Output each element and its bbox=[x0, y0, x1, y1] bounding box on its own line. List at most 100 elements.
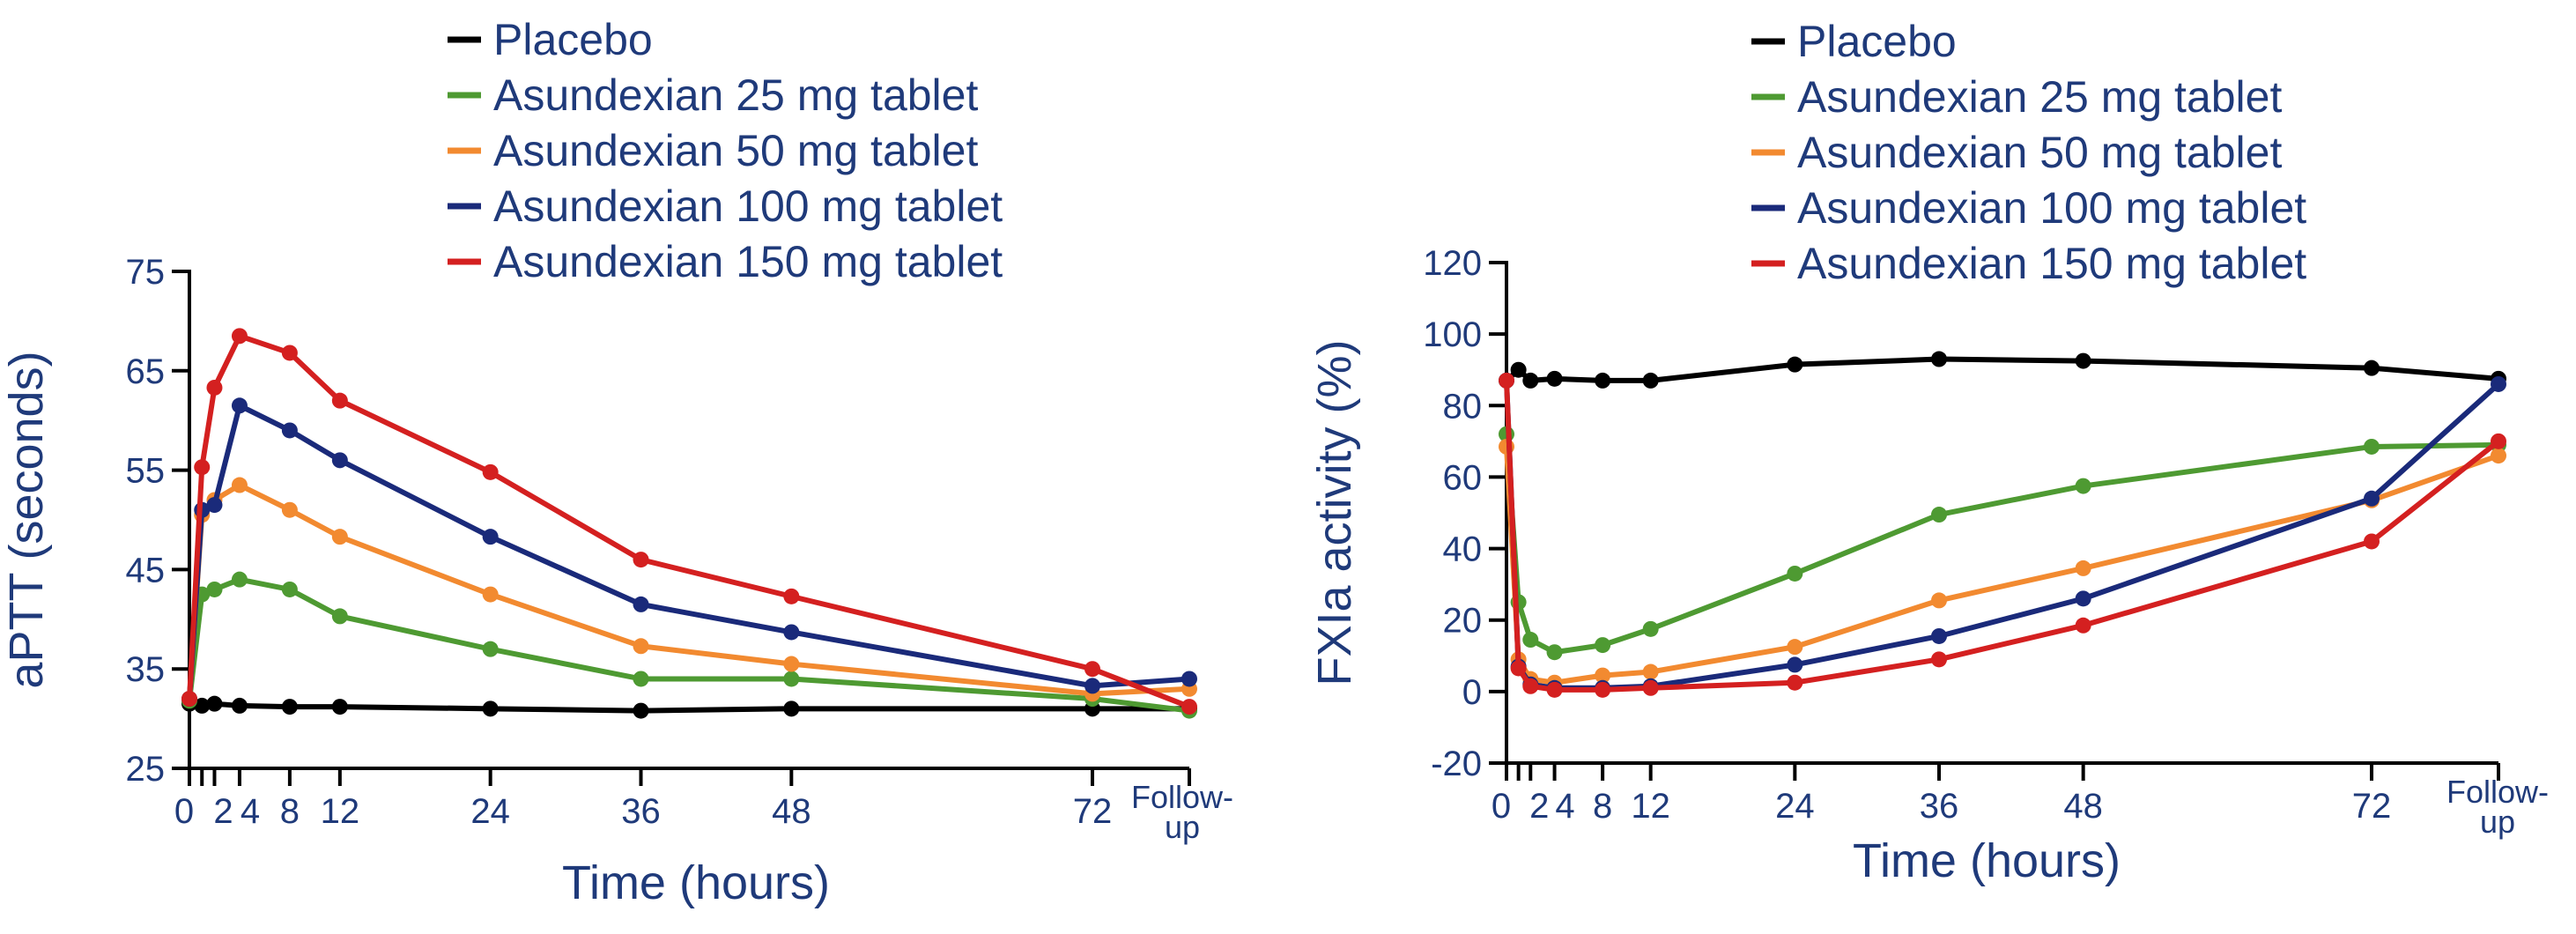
y-axis-title: FXIa activity (%) bbox=[1308, 339, 1361, 686]
data-point bbox=[783, 700, 800, 717]
data-point bbox=[331, 699, 348, 715]
data-point bbox=[2075, 352, 2091, 369]
x-tick-label: 72 bbox=[1073, 792, 1113, 831]
x-tick-label: 2 bbox=[1529, 787, 1549, 826]
x-tick-label-follow-up-line2: up bbox=[1165, 809, 1200, 845]
y-tick-label: 75 bbox=[126, 253, 166, 292]
data-point bbox=[1546, 644, 1563, 661]
data-point bbox=[181, 691, 197, 708]
legend-label: Asundexian 25 mg tablet bbox=[493, 70, 978, 120]
data-point bbox=[231, 477, 248, 493]
legend-label: Asundexian 100 mg tablet bbox=[493, 182, 1003, 231]
y-tick-label: 0 bbox=[1462, 673, 1482, 712]
data-point bbox=[206, 581, 223, 597]
data-point bbox=[1084, 678, 1100, 694]
x-tick-label: 72 bbox=[2352, 787, 2392, 826]
legend-label: Asundexian 50 mg tablet bbox=[493, 126, 978, 175]
data-point bbox=[1510, 361, 1527, 378]
data-point bbox=[1642, 620, 1659, 637]
data-point bbox=[1181, 699, 1197, 715]
data-point bbox=[194, 697, 211, 714]
legend-label: Asundexian 100 mg tablet bbox=[1797, 183, 2306, 233]
data-point bbox=[783, 656, 800, 672]
data-point bbox=[281, 581, 298, 597]
data-point bbox=[783, 624, 800, 641]
data-point bbox=[1642, 679, 1659, 696]
data-point bbox=[2364, 360, 2380, 376]
data-point bbox=[1931, 627, 1947, 644]
data-point bbox=[331, 529, 348, 545]
data-point bbox=[633, 671, 649, 687]
x-tick-label-follow-up-line1: Follow- bbox=[2446, 774, 2549, 810]
data-point bbox=[194, 459, 211, 476]
data-point bbox=[783, 588, 800, 604]
y-tick-label: 80 bbox=[1443, 387, 1483, 426]
x-tick-label-follow-up-line2: up bbox=[2480, 804, 2515, 840]
data-point bbox=[206, 695, 223, 712]
data-point bbox=[633, 596, 649, 612]
y-axis-title: aPTT (seconds) bbox=[0, 351, 53, 688]
data-point bbox=[231, 328, 248, 345]
data-point bbox=[482, 586, 499, 603]
x-tick-label: 36 bbox=[621, 792, 661, 831]
data-point bbox=[281, 699, 298, 715]
x-tick-label: 0 bbox=[1492, 787, 1511, 826]
data-point bbox=[1595, 637, 1611, 654]
x-tick-label: 4 bbox=[1555, 787, 1574, 826]
y-tick-label: -20 bbox=[1431, 745, 1482, 783]
y-tick-label: 100 bbox=[1423, 315, 1482, 354]
data-point bbox=[1522, 678, 1539, 694]
legend-label: Placebo bbox=[493, 15, 653, 64]
data-point bbox=[2364, 490, 2380, 507]
data-point bbox=[633, 638, 649, 655]
y-tick-label: 45 bbox=[126, 551, 166, 589]
data-point bbox=[2364, 438, 2380, 455]
x-tick-label: 2 bbox=[213, 792, 233, 831]
data-point bbox=[1931, 507, 1947, 523]
data-point bbox=[1787, 639, 1803, 656]
data-point bbox=[1642, 663, 1659, 680]
legend-label: Asundexian 150 mg tablet bbox=[1797, 239, 2306, 288]
x-tick-label-follow-up: Follow-up bbox=[2446, 774, 2549, 840]
y-tick-label: 60 bbox=[1443, 458, 1483, 497]
x-tick-label: 36 bbox=[1920, 787, 1959, 826]
x-tick-label: 24 bbox=[470, 792, 510, 831]
data-point bbox=[2491, 448, 2506, 464]
series-line bbox=[187, 482, 1190, 700]
x-tick-label: 48 bbox=[2063, 787, 2103, 826]
x-tick-label: 4 bbox=[241, 792, 260, 831]
y-tick-label: 120 bbox=[1423, 244, 1482, 283]
data-point bbox=[1595, 372, 1611, 389]
data-point bbox=[1787, 674, 1803, 691]
data-point bbox=[1499, 372, 1514, 389]
series-line bbox=[1504, 446, 2499, 686]
data-point bbox=[482, 700, 499, 717]
data-point bbox=[1084, 661, 1100, 678]
data-point bbox=[281, 501, 298, 518]
data-point bbox=[1931, 651, 1947, 668]
x-axis-title: Time (hours) bbox=[1853, 834, 2121, 887]
data-point bbox=[1181, 671, 1197, 687]
y-tick-label: 55 bbox=[126, 452, 166, 491]
y-tick-label: 25 bbox=[126, 750, 166, 789]
x-tick-label-follow-up: Follow-up bbox=[1131, 779, 1233, 845]
data-point bbox=[231, 571, 248, 588]
data-point bbox=[331, 392, 348, 409]
data-point bbox=[2491, 433, 2506, 449]
data-point bbox=[1522, 372, 1539, 389]
data-point bbox=[331, 608, 348, 625]
data-point bbox=[1595, 681, 1611, 698]
data-point bbox=[206, 497, 223, 514]
data-point bbox=[206, 379, 223, 396]
data-point bbox=[1787, 565, 1803, 582]
data-point bbox=[1510, 660, 1527, 677]
data-point bbox=[1522, 632, 1539, 649]
data-point bbox=[1595, 667, 1611, 684]
x-tick-label: 24 bbox=[1775, 787, 1815, 826]
data-point bbox=[231, 697, 248, 714]
data-point bbox=[1931, 351, 1947, 367]
data-point bbox=[2075, 478, 2091, 494]
x-tick-label: 48 bbox=[772, 792, 811, 831]
